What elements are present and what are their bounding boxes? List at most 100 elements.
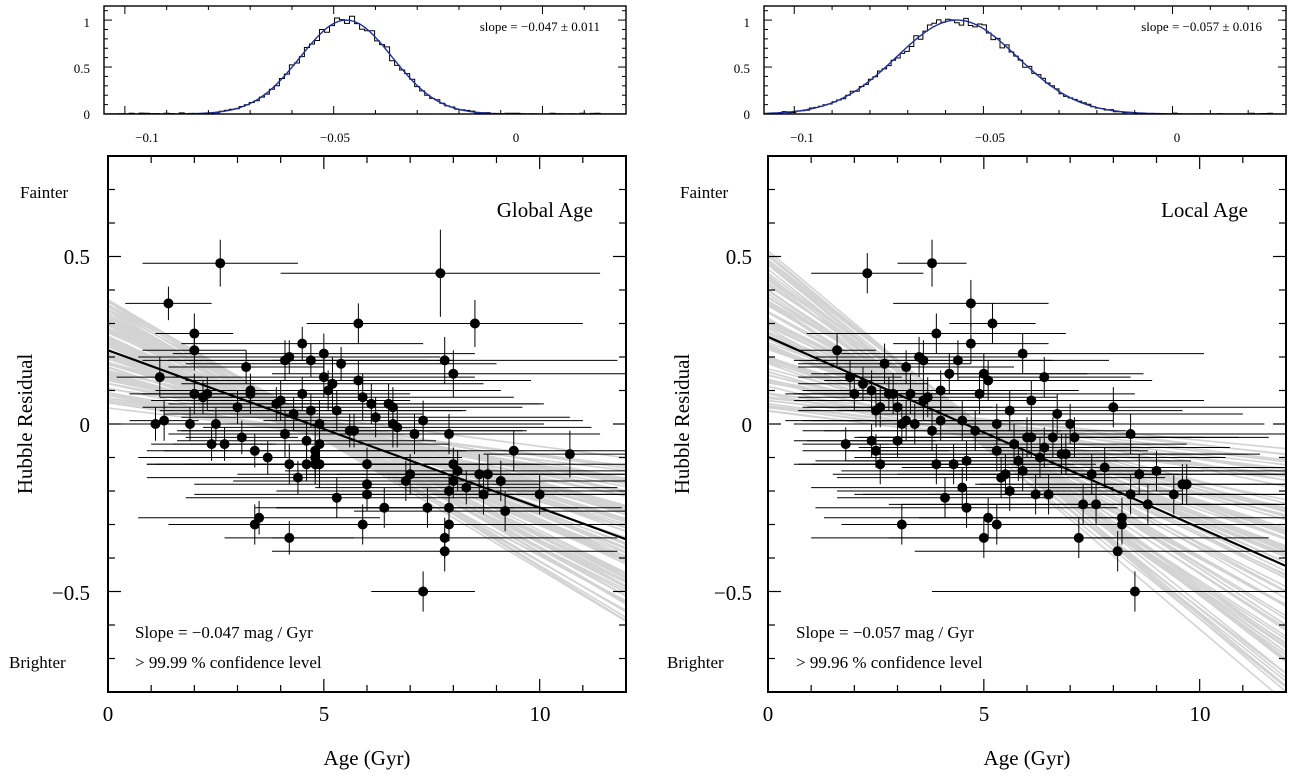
left-panel: slope = −0.047 ± 0.011 1 0.5 0 −0.1 −0.0…: [9, 5, 627, 770]
right-histogram-ytick-1: 1: [744, 15, 751, 30]
left-data-point: [318, 348, 329, 359]
right-x-axis-label: Age (Gyr): [984, 746, 1071, 770]
right-fainter-label: Fainter: [680, 183, 728, 202]
left-data-point: [482, 469, 493, 480]
right-ytick-minus-0-5: −0.5: [714, 581, 752, 605]
left-ytick-0-5: 0.5: [64, 245, 90, 269]
right-data-point: [1065, 419, 1076, 429]
left-data-point: [435, 268, 446, 279]
right-data-point: [832, 345, 843, 356]
left-confidence-annotation: > 99.99 % confidence level: [135, 653, 322, 672]
left-data-point: [500, 506, 511, 517]
right-data-point: [927, 258, 938, 269]
left-data-point: [353, 318, 364, 329]
left-data-point: [444, 502, 455, 513]
right-data-point: [1039, 442, 1050, 453]
right-histogram-frame: [763, 5, 1287, 115]
right-data-point: [952, 355, 963, 366]
right-histogram-slope-label: slope = −0.057 ± 0.016: [1141, 19, 1262, 34]
right-mcmc-line: [768, 278, 1286, 648]
right-histogram-xtick-minus-0-05: −0.05: [975, 130, 1005, 145]
right-xtick-10: 10: [1190, 702, 1211, 726]
right-gaussian-fit: [764, 19, 1285, 114]
right-data-point: [1099, 462, 1110, 473]
right-histogram-xtick-0: 0: [1174, 130, 1181, 145]
left-panel-title: Global Age: [497, 198, 593, 222]
left-histogram-xtick-0: 0: [513, 130, 520, 145]
right-data-point: [1026, 395, 1037, 406]
right-data-point: [1129, 586, 1140, 597]
left-mcmc-line: [108, 379, 626, 492]
left-data-point: [534, 489, 545, 500]
left-histogram-xtick-minus-0-1: −0.1: [135, 130, 159, 145]
right-data-point: [857, 378, 868, 389]
right-data-point: [983, 375, 994, 386]
right-data-point: [1134, 469, 1145, 480]
left-data-point: [159, 415, 170, 426]
right-data-point: [1168, 489, 1179, 500]
right-data-point: [987, 318, 998, 329]
right-y-axis-label: Hubble Residual: [670, 354, 694, 495]
left-data-point: [439, 355, 450, 366]
left-data-point: [418, 586, 429, 597]
left-slope-annotation: Slope = −0.047 mag / Gyr: [135, 623, 313, 642]
left-data-point: [241, 362, 252, 373]
right-data-point: [1116, 512, 1127, 523]
right-data-point: [935, 385, 946, 396]
left-ytick-0: 0: [80, 413, 91, 437]
right-slope-annotation: Slope = −0.057 mag / Gyr: [796, 623, 974, 642]
right-panel-title: Local Age: [1161, 198, 1248, 222]
right-data-point: [1004, 405, 1015, 416]
right-data-point: [948, 459, 959, 470]
left-data-point: [292, 472, 303, 483]
left-gaussian-fit: [104, 19, 624, 114]
right-data-point: [991, 445, 1002, 456]
left-ytick-minus-0-5: −0.5: [52, 581, 90, 605]
right-data-point: [1039, 372, 1050, 383]
right-data-point: [957, 482, 968, 493]
left-data-point: [469, 318, 480, 329]
right-data-point: [901, 362, 912, 373]
right-data-point: [961, 502, 972, 513]
left-data-point: [444, 429, 455, 440]
left-data-point: [297, 338, 308, 349]
left-data-point: [349, 425, 360, 436]
right-confidence-annotation: > 99.96 % confidence level: [796, 653, 983, 672]
left-data-point: [327, 378, 338, 389]
right-brighter-label: Brighter: [667, 653, 724, 672]
right-data-point: [1108, 402, 1119, 413]
right-data-point: [1004, 486, 1015, 496]
left-slope-histogram: slope = −0.047 ± 0.011 1 0.5 0 −0.1 −0.0…: [74, 5, 627, 145]
left-fainter-label: Fainter: [20, 183, 68, 202]
left-histogram-ytick-1: 1: [84, 15, 91, 30]
left-histogram-ytick-0-5: 0.5: [74, 61, 90, 76]
right-mcmc-line: [768, 272, 1286, 661]
right-mcmc-line: [768, 261, 1275, 692]
left-data-point: [232, 402, 243, 413]
left-mcmc-line: [108, 372, 626, 514]
right-data-point: [1052, 408, 1063, 419]
left-data-point: [448, 368, 459, 379]
left-data-point: [318, 372, 329, 383]
left-xtick-10: 10: [530, 702, 551, 726]
right-xtick-0: 0: [763, 702, 774, 726]
right-data-point: [939, 492, 950, 503]
right-ytick-0-5: 0.5: [726, 245, 752, 269]
left-data-point: [336, 358, 347, 369]
left-brighter-label: Brighter: [9, 653, 66, 672]
right-data-point: [922, 392, 933, 403]
left-data-point: [301, 435, 312, 446]
right-data-point: [1017, 348, 1028, 359]
left-data-point: [461, 482, 472, 493]
right-histogram-ytick-0-5: 0.5: [734, 61, 750, 76]
left-histogram-frame: [103, 5, 627, 115]
left-data-point: [284, 352, 295, 362]
left-xtick-5: 5: [319, 702, 330, 726]
right-panel: slope = −0.057 ± 0.016 1 0.5 0 −0.1 −0.0…: [667, 5, 1287, 770]
left-y-axis-label: Hubble Residual: [13, 354, 37, 495]
left-data-point: [297, 388, 308, 399]
right-data-point: [1013, 455, 1024, 466]
left-data-point: [331, 405, 342, 416]
left-data-point: [508, 445, 519, 456]
